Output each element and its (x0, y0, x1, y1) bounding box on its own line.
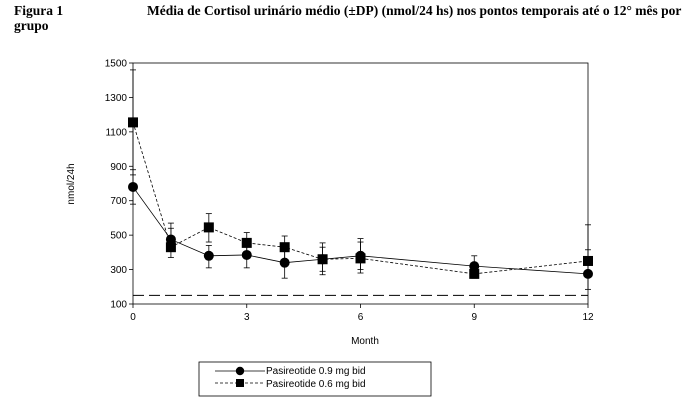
y-tick-label-2: 500 (110, 231, 127, 242)
series-2-point-1 (165, 242, 176, 253)
series-1-point-0 (128, 181, 138, 192)
y-tick-label-4: 900 (110, 162, 127, 173)
series-2-point-0 (128, 117, 138, 128)
legend-marker-series-1 (235, 366, 245, 376)
x-tick-label-4: 12 (582, 312, 594, 323)
x-tick-label-0: 0 (130, 312, 136, 323)
y-tick-label-3: 700 (110, 196, 127, 207)
series-2-point-6 (355, 253, 366, 264)
series-2-point-7 (469, 268, 480, 279)
figure-label: Figura 1 (14, 3, 64, 18)
y-tick-label-6: 1300 (105, 93, 128, 104)
figure-caption: Figura 1 Média de Cortisol urinário médio… (14, 3, 684, 33)
legend-box (198, 361, 432, 397)
legend-label-series-1: Pasireotide 0.9 mg bid (266, 366, 366, 377)
series-1-point-4 (279, 257, 290, 268)
series-2-point-4 (279, 242, 290, 253)
x-tick-label-1: 3 (244, 312, 250, 323)
x-tick-label-2: 6 (358, 312, 364, 323)
x-tick-label-3: 9 (471, 312, 477, 323)
series-1-point-8 (583, 268, 593, 279)
series-2-point-8 (583, 255, 593, 266)
y-tick-label-7: 1500 (105, 59, 128, 70)
series-2 (128, 69, 593, 279)
series-2-point-3 (241, 237, 252, 248)
figure-title: Média de Cortisol urinário médio (±DP) (… (14, 3, 682, 33)
series-2-point-5 (317, 254, 328, 265)
legend-label-series-2: Pasireotide 0.6 mg bid (266, 379, 366, 390)
series-1-point-2 (203, 250, 214, 261)
x-axis-label: Month (351, 336, 379, 347)
y-tick-label-5: 1100 (105, 127, 127, 138)
series-2-point-2 (203, 222, 214, 233)
y-tick-label-0: 100 (110, 300, 127, 311)
legend: Pasireotide 0.9 mg bid Pasireotide 0.6 m… (198, 361, 432, 397)
y-tick-label-1: 300 (110, 265, 127, 276)
series-1-point-3 (241, 249, 252, 260)
y-axis-label: nmol/24h (66, 163, 77, 204)
legend-marker-series-2 (236, 379, 244, 387)
